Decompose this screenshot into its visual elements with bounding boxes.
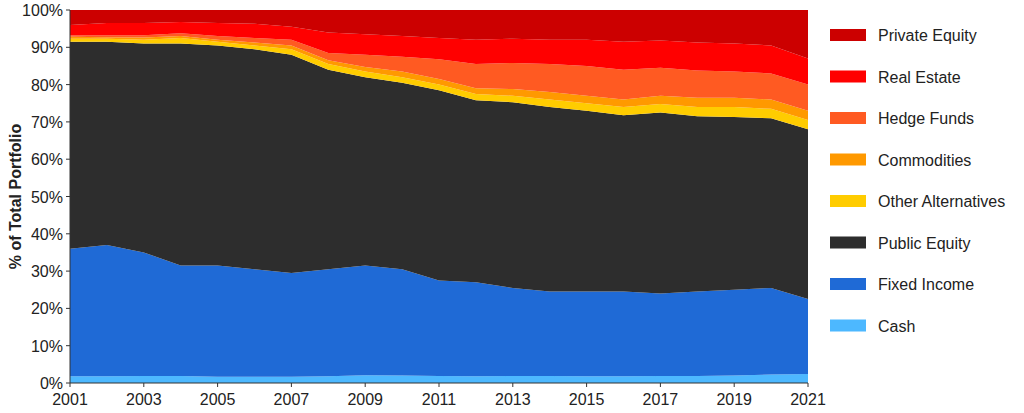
x-tick-label: 2011	[422, 391, 457, 408]
y-tick-label: 60%	[31, 151, 63, 168]
legend-swatch	[830, 195, 866, 207]
y-tick-label: 10%	[31, 338, 63, 355]
y-tick-label: 70%	[31, 114, 63, 131]
legend-swatch	[830, 237, 866, 249]
y-tick-label: 100%	[22, 2, 63, 19]
y-tick-label: 50%	[31, 189, 63, 206]
y-axis-label: % of Total Portfolio	[7, 124, 24, 270]
y-tick	[66, 159, 70, 160]
x-tick	[217, 383, 218, 387]
y-tick	[66, 121, 70, 122]
x-tick	[808, 383, 809, 387]
y-tick	[66, 84, 70, 85]
legend-label: Cash	[878, 318, 915, 335]
legend-label: Real Estate	[878, 69, 961, 86]
x-tick-label: 2001	[52, 391, 88, 408]
x-tick-label: 2007	[274, 391, 310, 408]
chart: 0% 10% 20% 30% 40% 50% 60% 70% 80% 90% 100% 2001 200…	[0, 0, 1024, 413]
y-tick-label: 80%	[31, 77, 63, 94]
y-tick-label: 0%	[40, 375, 63, 392]
y-tick	[66, 383, 70, 384]
x-tick	[512, 383, 513, 387]
y-tick-label: 20%	[31, 300, 63, 317]
legend-label: Public Equity	[878, 235, 971, 252]
legend-swatch	[830, 278, 866, 290]
legend: Private Equity Real Estate Hedge Funds Comm…	[830, 27, 1005, 335]
x-tick	[660, 383, 661, 387]
x-tick-label: 2013	[495, 391, 531, 408]
y-tick	[66, 308, 70, 309]
areas	[70, 10, 808, 383]
x-tick-label: 2021	[790, 391, 826, 408]
x-tick-label: 2015	[569, 391, 605, 408]
legend-swatch	[830, 29, 866, 41]
legend-label: Fixed Income	[878, 276, 974, 293]
y-tick-label: 40%	[31, 226, 63, 243]
legend-swatch	[830, 71, 866, 83]
x-tick-label: 2009	[347, 391, 383, 408]
x-tick	[439, 383, 440, 387]
legend-swatch	[830, 154, 866, 166]
legend-label: Hedge Funds	[878, 110, 974, 127]
y-tick	[66, 47, 70, 48]
x-tick	[291, 383, 292, 387]
area	[70, 10, 808, 58]
y-tick	[66, 345, 70, 346]
y-tick	[66, 271, 70, 272]
x-tick-label: 2017	[643, 391, 679, 408]
legend-swatch	[830, 320, 866, 332]
x-tick	[734, 383, 735, 387]
x-tick	[586, 383, 587, 387]
legend-label: Private Equity	[878, 27, 977, 44]
legend-label: Commodities	[878, 152, 971, 169]
x-tick	[365, 383, 366, 387]
y-tick	[66, 196, 70, 197]
x-tick	[143, 383, 144, 387]
legend-label: Other Alternatives	[878, 193, 1005, 210]
y-tick	[66, 10, 70, 11]
y-tick	[66, 233, 70, 234]
y-tick-label: 90%	[31, 39, 63, 56]
x-tick-label: 2019	[716, 391, 752, 408]
x-tick-label: 2003	[126, 391, 162, 408]
legend-swatch	[830, 112, 866, 124]
x-tick-label: 2005	[200, 391, 236, 408]
x-tick	[70, 383, 71, 387]
y-tick-label: 30%	[31, 263, 63, 280]
